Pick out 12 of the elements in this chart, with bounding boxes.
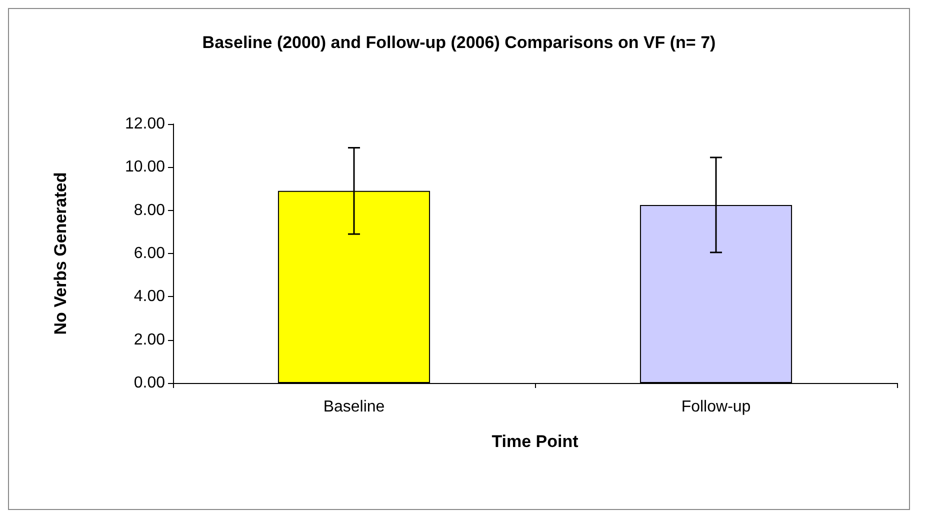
y-axis-title: No Verbs Generated — [51, 172, 70, 335]
y-tick-label: 10.00 — [124, 158, 166, 176]
y-tick-label: 4.00 — [134, 288, 166, 306]
x-tick-label: Follow-up — [681, 398, 751, 416]
y-tick-label: 6.00 — [134, 245, 166, 262]
x-tick-label: Baseline — [323, 398, 385, 416]
y-tick-label: 8.00 — [134, 202, 166, 219]
y-tick-label: 12.00 — [124, 116, 166, 132]
y-tick-label: 2.00 — [134, 331, 166, 348]
y-tick-label: 0.00 — [134, 374, 166, 392]
chart-title: Baseline (2000) and Follow-up (2006) Comparisons on VF (n= 7) — [202, 33, 716, 52]
x-axis-title: Time Point — [492, 432, 579, 451]
